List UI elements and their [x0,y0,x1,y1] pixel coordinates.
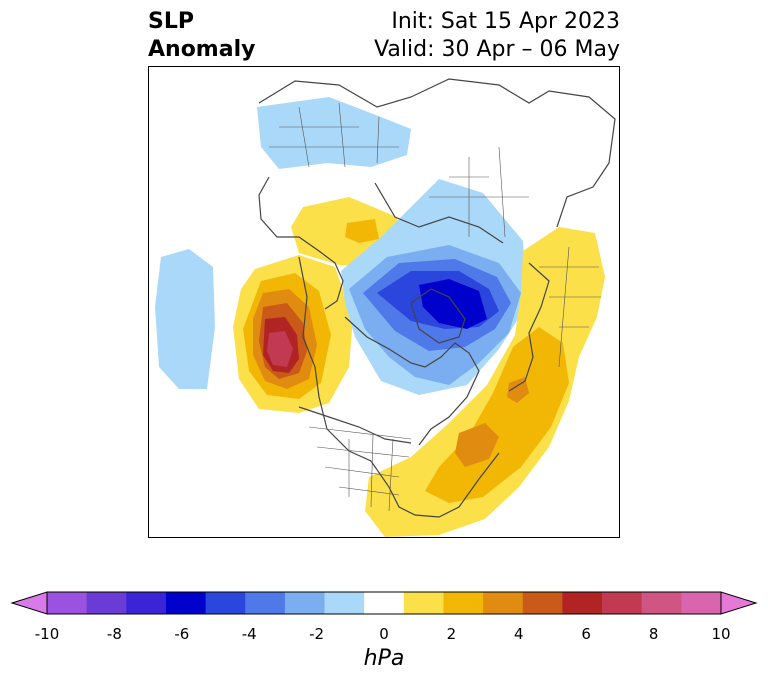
forecast-dates: Init: Sat 15 Apr 2023 Valid: 30 Apr – 06… [374,8,620,64]
title-line-slp: SLP [148,9,194,34]
valid-dates: Valid: 30 Apr – 06 May [374,37,620,62]
colorbar-tick-label: -4 [241,625,257,643]
colorbar-bin [364,592,405,614]
colorbar-tick-label: -8 [106,625,122,643]
colorbar-tick-label: 6 [581,625,591,643]
colorbar-bin [126,592,167,614]
anomaly-contour-pacific-light-blue [155,249,215,389]
colorbar-tick-label: 8 [648,625,659,643]
colorbar-tick-label: 10 [711,625,731,643]
colorbar-bin [245,592,286,614]
init-date: Init: Sat 15 Apr 2023 [391,9,620,34]
colorbar-tick-label: 0 [379,625,389,643]
colorbar-unit-label: hPa [363,646,405,671]
anomaly-contour-asia-orange [345,219,379,243]
anomaly-contour-atlantic-orange-2 [507,377,529,403]
colorbar-tick-label: -6 [174,625,190,643]
anomaly-contour-pacific-crimson [267,331,293,367]
colorbar-bin [324,592,365,614]
colorbar-tick-label: 4 [514,625,524,643]
colorbar-bin [641,592,682,614]
colorbar-bar [10,591,758,615]
colorbar-bin [562,592,603,614]
colorbar-tick-label: -10 [34,625,60,643]
colorbar-bin [443,592,484,614]
colorbar-bin [602,592,643,614]
colorbar-bin [47,592,88,614]
colorbar-bin [165,592,207,614]
chart-title: SLP Anomaly [148,8,255,64]
colorbar-bin [86,592,127,614]
colorbar-border [46,591,722,615]
colorbar-bin [284,592,326,614]
title-line-anomaly: Anomaly [148,37,256,62]
colorbar-bin [403,592,444,614]
map-canvas [155,78,616,537]
colorbar-bin [205,592,246,614]
anomaly-contour-atlantic-yellow [365,227,605,537]
anomaly-contour-europe-light-blue [257,97,411,169]
colorbar-extend-min [10,591,48,615]
anomaly-contour-atlantic-orange [455,423,499,467]
colorbar [0,580,768,680]
colorbar-tick-label: 2 [446,625,457,643]
colorbar-extend-max [720,591,758,615]
state-borders [269,102,601,512]
colorbar-bin [681,592,722,614]
colorbar-bin [522,592,563,614]
colorbar-tick-label: -2 [309,625,325,643]
colorbar-bin [483,592,524,614]
coastlines [258,78,616,518]
anomaly-map [148,66,620,538]
